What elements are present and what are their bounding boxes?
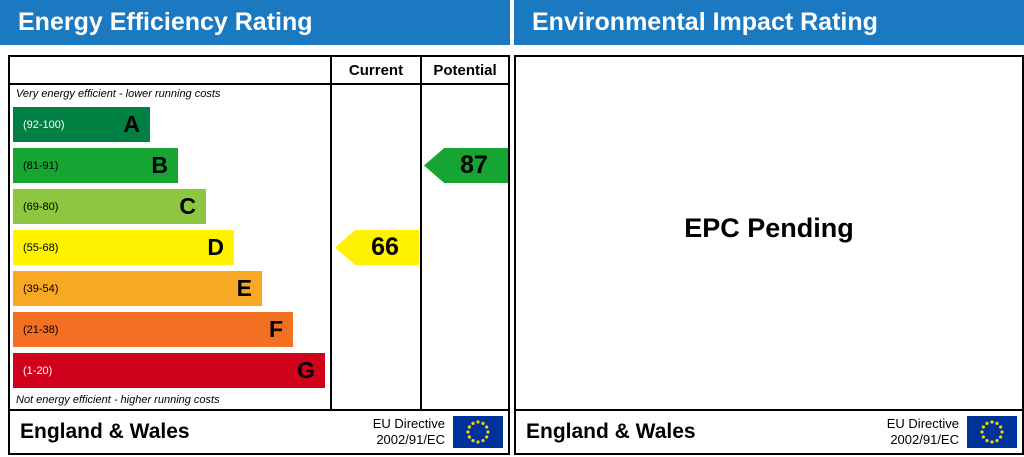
eu-directive-line1: EU Directive bbox=[372, 416, 445, 432]
region-label: England & Wales bbox=[20, 420, 190, 443]
top-note: Very energy efficient - lower running co… bbox=[16, 88, 221, 100]
eu-directive-text: EU Directive 2002/91/EC bbox=[887, 416, 959, 447]
band-range: (81-91) bbox=[23, 159, 59, 172]
band-row: (39-54) E bbox=[13, 271, 262, 306]
epc-pending-text: EPC Pending bbox=[684, 213, 854, 243]
band-range: (69-80) bbox=[23, 200, 59, 213]
band-range: (1-20) bbox=[23, 364, 53, 377]
environmental-rating-panel: EPC Pending England & Wales EU Directive… bbox=[514, 55, 1024, 455]
band-row: (92-100) A bbox=[13, 107, 150, 142]
band-letter: B bbox=[151, 152, 168, 178]
potential-rating-value: 87 bbox=[460, 151, 488, 179]
energy-rating-title: Energy Efficiency Rating bbox=[18, 8, 313, 36]
band-row: (55-68) D bbox=[13, 230, 234, 265]
footer-left: England & Wales EU Directive 2002/91/EC bbox=[10, 409, 508, 453]
current-rating-arrow: 66 bbox=[335, 230, 419, 265]
energy-rating-header: Energy Efficiency Rating bbox=[0, 0, 510, 45]
band-range: (39-54) bbox=[23, 282, 59, 295]
band-row: (1-20) G bbox=[13, 353, 325, 388]
band-row: (21-38) F bbox=[13, 312, 293, 347]
eu-directive-line2: 2002/91/EC bbox=[376, 432, 445, 447]
footer-right: England & Wales EU Directive 2002/91/EC bbox=[516, 409, 1022, 453]
band-letter: G bbox=[297, 357, 315, 383]
band-letter: E bbox=[236, 275, 252, 301]
band-range: (21-38) bbox=[23, 323, 59, 336]
environmental-rating-header: Environmental Impact Rating bbox=[514, 0, 1024, 45]
eu-directive-line1: EU Directive bbox=[886, 416, 959, 432]
potential-column-header: Potential bbox=[433, 61, 497, 79]
band-letter: F bbox=[268, 316, 283, 342]
eu-directive-line2: 2002/91/EC bbox=[890, 432, 959, 447]
band-range: (92-100) bbox=[23, 118, 65, 131]
band-range: (55-68) bbox=[23, 241, 59, 254]
current-column-header: Current bbox=[348, 61, 404, 79]
environmental-rating-title: Environmental Impact Rating bbox=[532, 8, 878, 36]
band-letter: D bbox=[207, 234, 224, 260]
band-letter: C bbox=[179, 193, 196, 219]
bottom-note: Not energy efficient - higher running co… bbox=[16, 394, 220, 406]
band-row: (81-91) B bbox=[13, 148, 178, 183]
current-rating-value: 66 bbox=[371, 233, 399, 261]
region-label: England & Wales bbox=[526, 420, 696, 443]
band-letter: A bbox=[123, 111, 140, 137]
header-divider-line bbox=[10, 83, 508, 85]
potential-rating-arrow: 87 bbox=[424, 148, 508, 183]
eu-directive-text: EU Directive 2002/91/EC bbox=[373, 416, 445, 447]
column-divider bbox=[420, 57, 422, 409]
column-divider bbox=[330, 57, 332, 409]
eu-flag-icon bbox=[967, 416, 1017, 448]
eu-flag-icon bbox=[453, 416, 503, 448]
band-row: (69-80) C bbox=[13, 189, 206, 224]
energy-rating-chart: Current Potential Very energy efficient … bbox=[8, 55, 510, 455]
